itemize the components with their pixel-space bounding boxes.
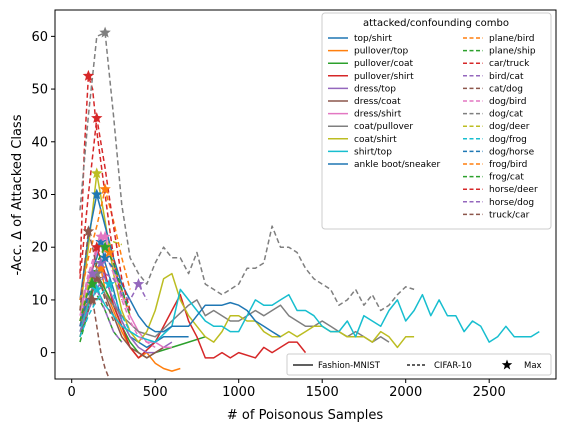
legend-label: top/shirt [354,34,392,44]
series-line [79,193,281,338]
series-line [79,272,148,332]
series-line [79,230,115,322]
max-star-marker [86,267,99,279]
x-tick-label: 1000 [222,385,255,400]
legend-label: car/truck [489,59,530,69]
series-line [79,235,172,349]
legend-label: pullover/coat [354,59,413,69]
series-line [79,31,415,312]
y-tick-label: 20 [31,241,48,256]
max-star-marker [82,69,95,81]
series-legend-frame [321,12,552,230]
max-star-marker [86,293,99,305]
max-star-marker [99,241,111,253]
y-axis-ticks: 0 10 20 30 40 50 60 [31,30,55,361]
legend-label: horse/deer [489,185,538,195]
legend-label: plane/ship [489,47,536,57]
max-star-marker [91,283,103,295]
max-star-marker [95,235,107,247]
max-star-marker [95,257,107,268]
series-line [79,75,123,301]
max-star-marker [91,241,103,253]
y-tick-label: 50 [31,83,48,98]
legend-label: coat/pullover [354,122,413,132]
series-line [79,246,131,322]
legend-label: cat/dog [489,84,523,94]
legend-label: truck/car [489,210,530,220]
style-legend-label-max: Max [524,361,542,371]
max-star-marker [82,225,95,237]
max-star-marker [95,262,107,274]
style-legend: Fashion-MNIST CIFAR-10 Max [286,353,552,376]
legend-label: frog/bird [489,160,527,170]
y-tick-label: 0 [40,346,48,361]
x-tick-label: 2500 [473,385,506,400]
series-line [79,272,123,343]
legend-label: ankle boot/sneaker [354,160,440,170]
max-star-marker [91,267,103,279]
legend-label: dress/coat [354,97,401,107]
legend-label: pullover/top [354,47,409,57]
style-legend-label-cifar: CIFAR-10 [434,361,472,371]
max-star-marker [132,278,145,289]
legend-label: coat/shirt [354,135,397,145]
max-star-marker [95,230,107,242]
legend-label: horse/dog [489,198,534,208]
max-star-marker [91,167,103,179]
y-tick-label: 40 [31,135,48,150]
legend-label: bird/cat [489,72,524,82]
y-tick-label: 10 [31,293,48,308]
x-tick-label: 2000 [389,385,422,400]
series-line [79,241,123,322]
legend-label: plane/bird [489,34,534,44]
y-tick-label: 30 [31,188,48,203]
style-legend-label-fashion: Fashion-MNIST [318,361,381,371]
series-line [79,246,307,359]
series-line [79,172,415,349]
x-tick-label: 0 [68,385,76,400]
legend-label: dog/horse [489,147,535,157]
series-legend-items: top/shirt pullover/top pullover/coat pullov… [328,34,538,220]
x-tick-label: 500 [143,385,168,400]
y-axis-label: -Acc. Δ of Attacked Class [10,114,25,275]
max-star-marker [99,26,111,38]
legend-label: dog/deer [489,122,530,132]
x-axis-ticks: 0 500 1000 1500 2000 2500 [68,379,506,400]
legend-label: dog/cat [489,110,523,120]
max-star-marker [91,188,103,200]
max-star-marker [103,278,115,289]
max-star-marker [99,230,111,242]
series-line [79,299,110,379]
y-tick-label: 60 [31,30,48,45]
legend-label: dog/bird [489,97,526,107]
legend-label: dress/shirt [354,110,402,120]
x-tick-label: 1500 [306,385,339,400]
max-star-marker [99,251,111,263]
max-star-marker [99,183,111,195]
max-star-marker [91,112,103,123]
series-line [79,117,131,311]
series-line [79,288,540,343]
legend-label: shirt/top [354,147,392,157]
series-legend-title: attacked/confounding combo [363,18,509,29]
legend-label: frog/cat [489,173,524,183]
legend-label: pullover/shirt [354,72,414,82]
x-axis-label: # of Poisonous Samples [227,408,383,423]
series-legend: attacked/confounding combo top/shirt pull… [321,12,552,230]
legend-label: dress/top [354,84,396,94]
legend-label: dog/frog [489,135,527,145]
max-star-marker [103,246,115,258]
max-star-marker [91,272,103,284]
max-star-marker [86,278,99,289]
max-markers [82,26,145,305]
star-icon [501,359,513,370]
